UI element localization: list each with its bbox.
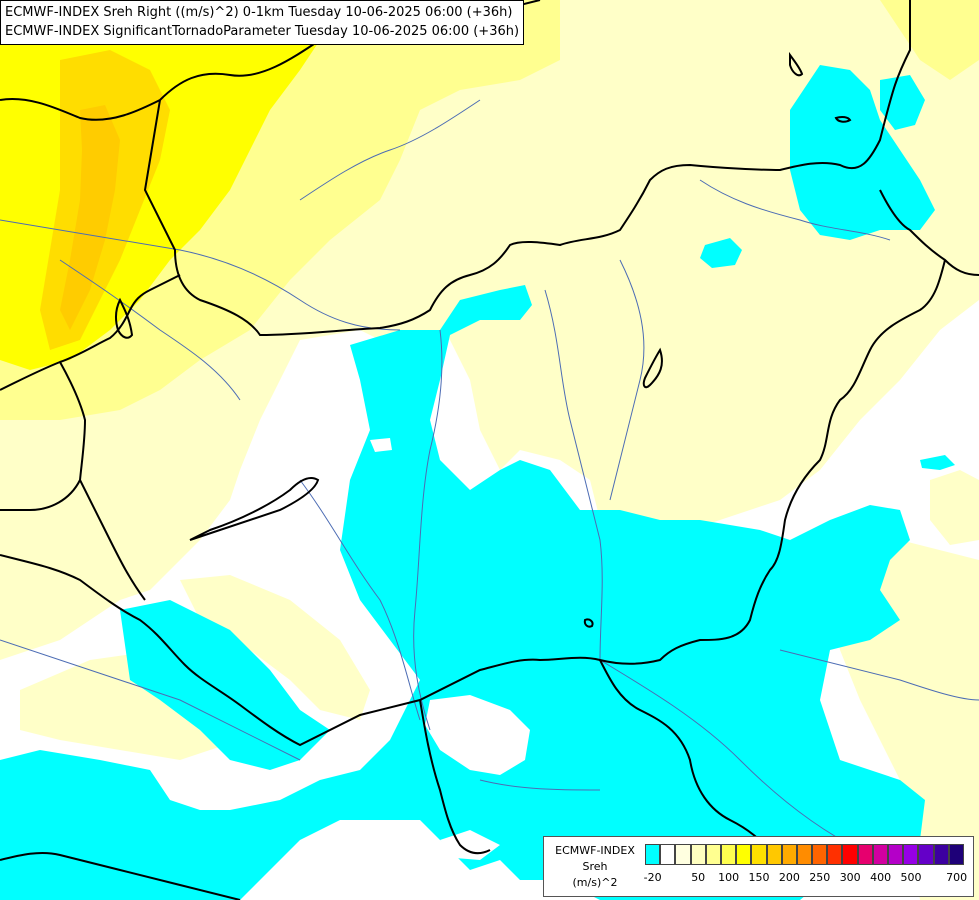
legend-swatch	[872, 844, 888, 865]
legend-swatch	[690, 844, 706, 865]
legend-swatch	[781, 844, 797, 865]
legend-tick-label: -20	[643, 871, 662, 884]
legend-swatch	[842, 844, 858, 865]
legend-color-bar	[645, 844, 964, 865]
legend-tick-label: 300	[839, 871, 861, 884]
color-legend: ECMWF-INDEX Sreh (m/s)^2 -20 50 100 150 200 2…	[543, 836, 974, 897]
legend-swatch	[796, 844, 813, 865]
title-line-1: ECMWF-INDEX Sreh Right ((m/s)^2) 0-1km T…	[5, 5, 513, 20]
rivers	[0, 99, 979, 851]
legend-variable: Sreh	[582, 860, 608, 873]
legend-swatch	[751, 844, 767, 865]
legend-swatch	[903, 844, 919, 865]
legend-ticks: -20 50 100 150 200 250 300 400 500 700	[643, 871, 969, 887]
title-line-2: ECMWF-INDEX SignificantTornadoParameter …	[5, 24, 520, 39]
legend-tick-label: 50	[691, 871, 706, 884]
legend-tick-label: 500	[900, 871, 922, 884]
legend-swatch	[857, 844, 873, 865]
legend-tick-label: 400	[870, 871, 892, 884]
legend-swatch	[720, 844, 737, 865]
legend-swatch	[660, 844, 676, 865]
legend-source: ECMWF-INDEX	[555, 844, 635, 857]
legend-tick-label: 700	[946, 871, 968, 884]
legend-tick-label: 200	[778, 871, 800, 884]
legend-tick-label: 100	[718, 871, 740, 884]
legend-swatch	[766, 844, 782, 865]
legend-swatch	[933, 844, 949, 865]
map-title: ECMWF-INDEX Sreh Right ((m/s)^2) 0-1km T…	[0, 0, 525, 45]
legend-swatch	[827, 844, 843, 865]
white-patches	[370, 438, 530, 860]
legend-tick-label: 150	[748, 871, 770, 884]
legend-swatch	[675, 844, 691, 865]
orange-field	[60, 105, 120, 330]
legend-swatch	[948, 844, 964, 865]
legend-swatch	[645, 844, 661, 865]
legend-tick-label: 250	[809, 871, 831, 884]
legend-swatch	[888, 844, 904, 865]
legend-swatch	[736, 844, 752, 865]
cyan-field	[0, 65, 955, 900]
legend-swatch	[705, 844, 721, 865]
legend-swatch	[918, 844, 934, 865]
legend-label: ECMWF-INDEX Sreh (m/s)^2	[546, 843, 644, 891]
legend-unit: (m/s)^2	[572, 876, 618, 889]
legend-swatch	[812, 844, 828, 865]
